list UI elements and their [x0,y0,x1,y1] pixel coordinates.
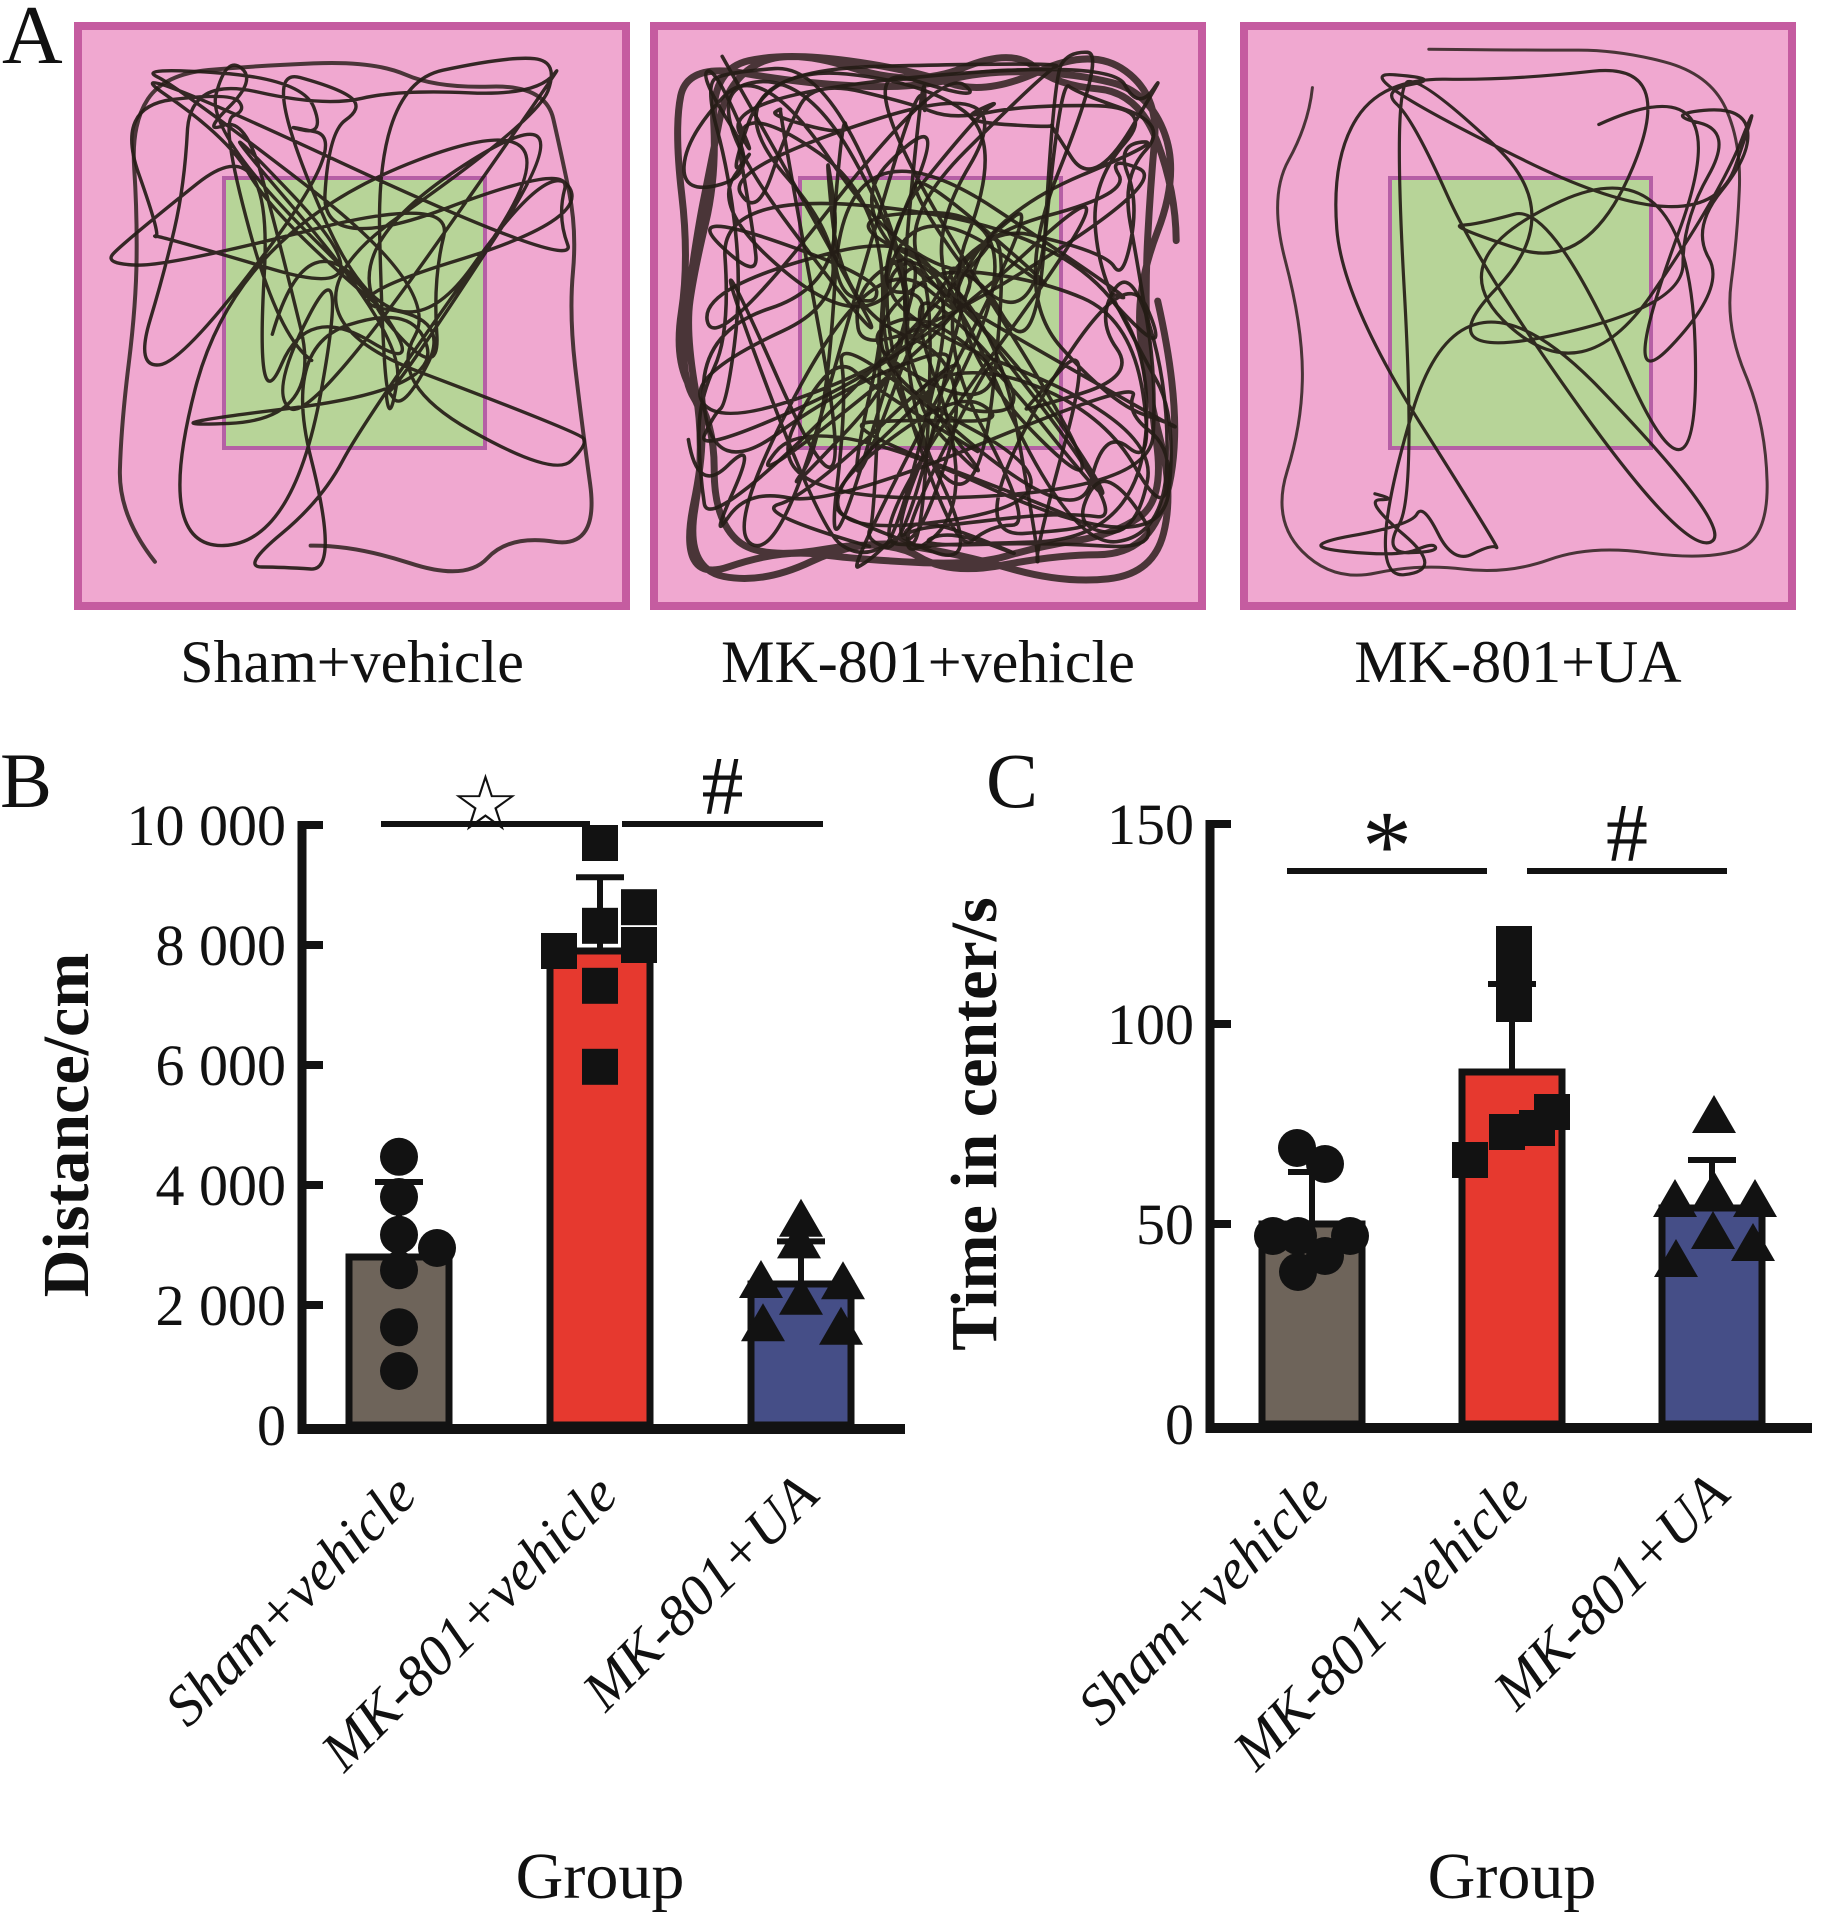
data-point [582,825,618,861]
track-path [682,62,1173,558]
y-tick-label: 100 [1107,992,1194,1057]
data-point [380,1251,418,1290]
data-point [777,1220,821,1259]
data-point [621,927,657,963]
data-point [1733,1179,1777,1217]
data-point [821,1261,865,1300]
x-axis-title: Group [1428,1840,1597,1913]
y-tick-label: 0 [1165,1392,1194,1457]
bar-group-MK-801+UA [739,1198,865,1429]
locomotion-track-svg [109,56,594,574]
data-point [1496,986,1532,1022]
data-point [739,1260,783,1298]
data-point [1731,1223,1775,1261]
data-point [1489,1114,1525,1150]
arena-mk801-vehicle [650,22,1206,610]
data-point [621,889,657,926]
y-tick-label: 50 [1136,1192,1194,1257]
data-point [1692,1171,1736,1209]
y-axis-title: Time in center/s [938,897,1011,1350]
panel-b-label: B [0,737,53,824]
data-point [380,1137,418,1176]
bar-group-MK-801+UA [1653,1095,1777,1428]
y-tick-label: 10 000 [127,793,287,858]
data-point [1279,1253,1317,1291]
data-point [1496,954,1532,990]
data-point [1691,1211,1735,1249]
y-tick-label: 8 000 [156,913,287,978]
significance-symbol: ☆ [451,760,521,847]
data-point [1452,1142,1488,1178]
data-point [380,1308,418,1347]
bar-group-Sham+vehicle [345,1137,456,1429]
y-tick-label: 6 000 [156,1033,287,1098]
y-tick-label: 150 [1107,792,1194,857]
bar [546,947,654,1429]
track-path [686,50,1177,569]
data-point [582,907,618,944]
data-point [741,1303,785,1342]
arena-mk801-ua [1240,22,1796,610]
data-point [582,967,618,1004]
data-point [1278,1129,1316,1167]
perimeter-track-path [674,53,1180,584]
bar-group-Sham+vehicle [1254,1129,1369,1428]
data-point [541,933,577,969]
locomotion-track-svg [1276,47,1769,577]
bar-group-MK-801+vehicle [1452,926,1570,1428]
locomotion-track-svg [674,50,1180,584]
data-point [1306,1145,1344,1183]
significance-symbol: * [1362,790,1412,901]
data-point [819,1306,863,1345]
perimeter-track-path [1276,47,1769,577]
bar-group-MK-801+vehicle [541,825,657,1429]
y-tick-label: 4 000 [156,1153,287,1218]
data-point [1653,1179,1697,1217]
arena-sham-vehicle [74,22,630,610]
arena-caption: MK-801+UA [1354,629,1682,695]
data-point [1692,1095,1736,1133]
panel-a-label: A [2,0,63,82]
data-point [779,1198,823,1237]
data-point [380,1178,418,1216]
y-axis-title: Distance/cm [30,953,103,1298]
data-point [582,1048,618,1085]
y-tick-label: 2 000 [156,1273,287,1338]
x-axis-title: Group [516,1840,685,1913]
arena-caption: Sham+vehicle [180,629,524,695]
data-point [1279,1217,1317,1255]
track-path [109,56,586,571]
data-point [1654,1239,1698,1277]
significance-symbol: # [702,740,744,833]
track-path [1319,68,1754,577]
y-tick-label: 0 [257,1393,286,1458]
data-point [380,1215,418,1254]
panel-c-label: C [986,737,1039,824]
data-point [779,1276,823,1315]
arena-caption: MK-801+vehicle [721,629,1135,695]
data-point [380,1352,418,1390]
significance-symbol: # [1606,787,1648,880]
perimeter-track-path [117,61,594,574]
data-point [418,1229,456,1267]
